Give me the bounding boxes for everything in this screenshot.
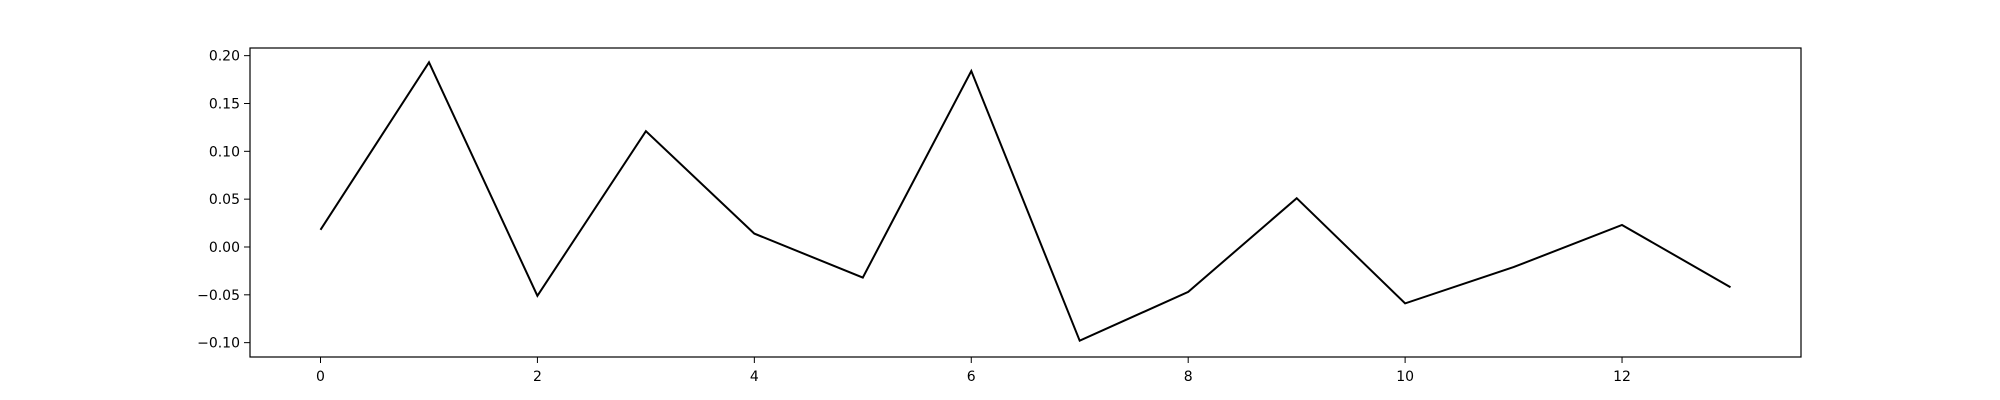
y-tick-label: 0.05 (209, 192, 240, 208)
y-tick-label: 0.15 (209, 96, 240, 112)
y-tick-label: −0.05 (197, 288, 240, 304)
x-tick-label: 2 (533, 369, 542, 385)
x-tick-label: 4 (750, 369, 759, 385)
plot-area-frame (249, 47, 1802, 358)
y-tick-label: 0.00 (209, 240, 240, 256)
x-axis-ticks: 0 2 4 6 8 10 12 (316, 357, 1631, 385)
y-tick-label: 0.10 (209, 144, 240, 160)
y-tick-label: 0.20 (209, 49, 240, 65)
x-tick-label: 12 (1613, 369, 1631, 385)
x-tick-label: 6 (967, 369, 976, 385)
x-tick-label: 10 (1396, 369, 1414, 385)
y-tick-label: −0.10 (197, 336, 240, 352)
series-layer (319, 60, 1731, 343)
x-tick-label: 0 (316, 369, 325, 385)
y-axis-ticks: −0.10 −0.05 0.00 0.05 0.10 0.15 0.20 (197, 49, 250, 352)
x-tick-label: 8 (1184, 369, 1193, 385)
series-line (319, 60, 1731, 343)
